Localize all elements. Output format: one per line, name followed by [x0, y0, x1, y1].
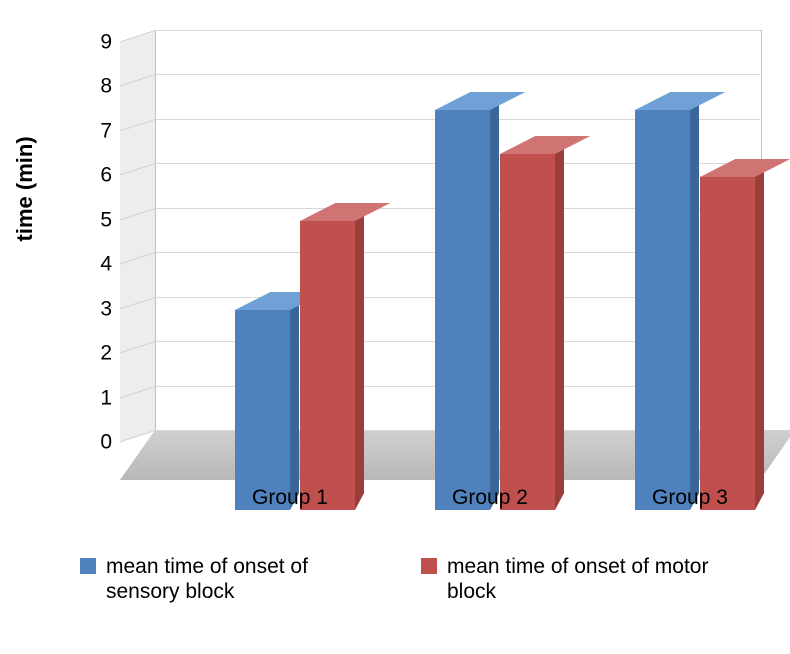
- x-tick-label: Group 3: [600, 486, 780, 510]
- y-tick-label: 3: [100, 298, 112, 319]
- legend: mean time of onset of sensory block mean…: [80, 554, 780, 634]
- y-tick-label: 6: [100, 165, 112, 186]
- legend-label: mean time of onset of motor block: [447, 554, 727, 604]
- bar-front: [635, 110, 690, 510]
- y-tick-label: 0: [100, 432, 112, 453]
- y-tick-label: 9: [100, 32, 112, 53]
- y-tick-label: 8: [100, 76, 112, 97]
- legend-marker: [80, 558, 96, 574]
- bar-side: [490, 93, 499, 510]
- legend-item-motor: mean time of onset of motor block: [421, 554, 727, 634]
- y-tick-label: 4: [100, 254, 112, 275]
- y-tick-label: 1: [100, 387, 112, 408]
- side-wall: [120, 30, 156, 442]
- onset-time-chart: time (min) Group 1Group 2Group 3 0123456…: [20, 20, 770, 634]
- plot-area: Group 1Group 2Group 3: [120, 30, 760, 510]
- bar-front: [300, 221, 355, 510]
- gridline: [155, 74, 760, 75]
- y-tick-label: 2: [100, 343, 112, 364]
- legend-item-sensory: mean time of onset of sensory block: [80, 554, 386, 634]
- x-tick-label: Group 1: [200, 486, 380, 510]
- y-tick-label: 7: [100, 120, 112, 141]
- bar-side: [755, 160, 764, 510]
- bar-front: [435, 110, 490, 510]
- x-tick-label: Group 2: [400, 486, 580, 510]
- bar-side: [555, 138, 564, 510]
- gridline: [155, 30, 760, 31]
- bar-front: [500, 154, 555, 510]
- y-tick-label: 5: [100, 209, 112, 230]
- bar-side: [355, 204, 364, 510]
- legend-label: mean time of onset of sensory block: [106, 554, 386, 604]
- legend-marker: [421, 558, 437, 574]
- bar-front: [700, 177, 755, 510]
- bar-front: [235, 310, 290, 510]
- bar-side: [690, 93, 699, 510]
- y-axis-label: time (min): [12, 136, 38, 241]
- bar-side: [290, 293, 299, 510]
